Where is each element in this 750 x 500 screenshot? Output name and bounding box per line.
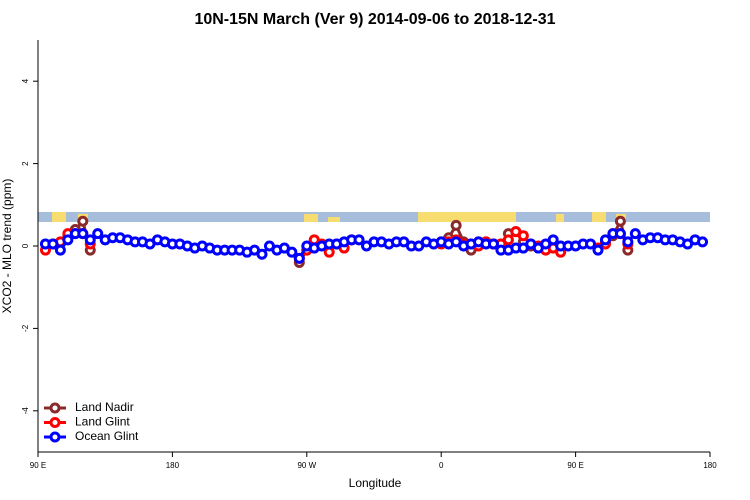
- point: [614, 215, 626, 227]
- point: [622, 236, 634, 248]
- point: [697, 236, 709, 248]
- y-tick-label: 2: [21, 161, 30, 166]
- x-tick-label: 0: [439, 461, 444, 470]
- point: [502, 234, 514, 246]
- legend-label: Land Glint: [75, 415, 130, 429]
- point: [256, 248, 268, 260]
- point: [614, 228, 626, 240]
- point: [77, 215, 89, 227]
- x-tick-label: 180: [166, 461, 180, 470]
- x-tick-label: 90 W: [297, 461, 316, 470]
- point: [353, 234, 365, 246]
- legend-marker: [49, 431, 61, 443]
- point: [592, 244, 604, 256]
- legend-label: Land Nadir: [75, 400, 134, 414]
- x-tick-label: 90 E: [30, 461, 46, 470]
- point: [286, 246, 298, 258]
- point: [54, 244, 66, 256]
- point: [629, 228, 641, 240]
- legend-label: Ocean Glint: [75, 429, 139, 443]
- point: [293, 252, 305, 264]
- y-axis-label: XCO2 - MLO trend (ppm): [0, 179, 14, 314]
- point: [77, 228, 89, 240]
- x-tick-label: 90 E: [567, 461, 583, 470]
- y-tick-label: 0: [21, 243, 30, 248]
- point: [92, 228, 104, 240]
- chart-title: 10N-15N March (Ver 9) 2014-09-06 to 2018…: [194, 11, 555, 28]
- map-strip: [38, 212, 710, 222]
- y-tick-label: -2: [21, 324, 30, 332]
- y-tick-label: -4: [21, 407, 30, 415]
- point: [599, 234, 611, 246]
- point: [517, 230, 529, 242]
- legend-marker: [49, 417, 61, 428]
- point: [487, 238, 499, 250]
- legend-marker: [49, 402, 61, 414]
- y-tick-label: 4: [21, 78, 30, 83]
- point: [585, 238, 597, 250]
- point: [450, 219, 462, 231]
- point: [84, 234, 96, 246]
- x-axis-label: Longitude: [349, 476, 402, 490]
- point: [62, 234, 74, 246]
- x-tick-label: 180: [703, 461, 717, 470]
- point: [547, 234, 559, 246]
- point: [47, 238, 59, 250]
